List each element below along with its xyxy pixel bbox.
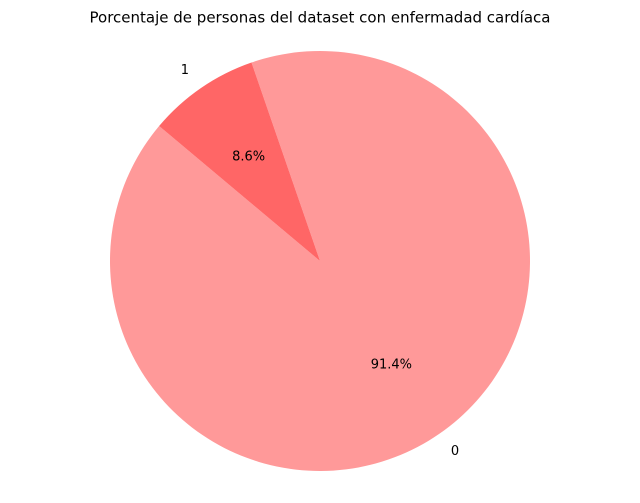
percent-label: 91.4% (371, 357, 412, 372)
slice-label: 0 (451, 444, 459, 459)
slice-label: 1 (181, 63, 189, 78)
percent-label: 8.6% (232, 150, 265, 165)
chart-title: Porcentaje de personas del dataset con e… (90, 9, 551, 27)
pie-slice (109, 50, 530, 472)
pie-slice (159, 62, 320, 262)
